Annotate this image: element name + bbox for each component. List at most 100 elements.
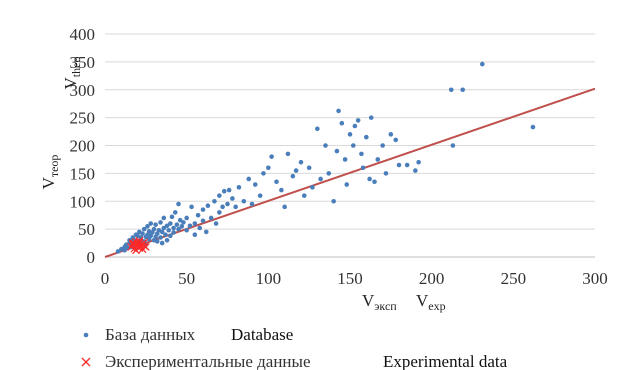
x-tick-label: 250 [501, 269, 527, 288]
legend-label-database-en: Database [231, 325, 293, 344]
database-point [326, 171, 332, 176]
database-point [450, 143, 456, 148]
database-point [352, 123, 358, 129]
database-point [241, 198, 247, 204]
x-tick-label: 200 [419, 269, 445, 288]
legend-marker-experimental [81, 357, 91, 367]
database-point [257, 193, 263, 198]
database-point [197, 225, 203, 231]
database-point [184, 215, 189, 221]
database-point [269, 154, 274, 159]
database-point [189, 204, 194, 210]
experimental-point [141, 243, 150, 251]
database-point [355, 118, 361, 123]
database-point [261, 171, 266, 176]
database-point [480, 61, 485, 67]
x-tick-label: 0 [101, 269, 110, 288]
database-point [203, 229, 209, 235]
database-point [334, 148, 340, 154]
x-axis-label-ru: Vэксп [362, 291, 397, 313]
database-point [274, 179, 279, 185]
database-point [279, 187, 284, 193]
database-point [217, 193, 222, 198]
database-point [115, 249, 121, 254]
y-tick-label: 400 [70, 25, 96, 44]
database-point [154, 239, 160, 244]
trendline-line [104, 87, 596, 258]
y-tick-label: 100 [70, 192, 96, 211]
database-point [164, 223, 170, 229]
y-tick-label: 150 [70, 164, 96, 183]
database-point [249, 201, 255, 207]
y-tick-label: 0 [87, 248, 96, 267]
database-point [217, 210, 222, 215]
legend-label-database-ru: База данных [105, 325, 196, 344]
database-point [176, 201, 181, 207]
database-point [318, 176, 323, 182]
database-point [380, 143, 385, 148]
database-point [168, 221, 173, 226]
database-point [413, 168, 418, 173]
database-point [145, 224, 150, 229]
database-point [301, 193, 307, 198]
database-point [220, 204, 225, 210]
y-tick-labels: 0 50 100 150 200 250 300 350 400 [70, 25, 96, 267]
database-point [166, 227, 171, 233]
database-point [266, 165, 271, 171]
database-point [192, 232, 198, 237]
database-point [323, 143, 328, 148]
database-point [177, 217, 183, 223]
experimental-point [135, 236, 144, 245]
database-point [388, 132, 394, 137]
database-point [168, 233, 173, 239]
database-point [360, 165, 366, 171]
database-point [383, 171, 389, 176]
x-tick-label: 300 [582, 269, 608, 288]
database-point [315, 126, 320, 132]
database-point [208, 215, 214, 221]
database-point [171, 225, 176, 231]
experimental-point [132, 246, 140, 255]
database-point [344, 182, 350, 187]
experimental-point [128, 239, 137, 247]
database-point [359, 151, 364, 157]
database-point [176, 226, 181, 232]
database-point [140, 231, 145, 236]
y-axis-label-ru: Vтеор [39, 155, 61, 190]
database-point [159, 240, 165, 246]
database-point [171, 230, 176, 235]
database-point [246, 176, 252, 182]
y-tick-label: 300 [70, 81, 96, 100]
database-point [367, 176, 372, 182]
database-point [163, 232, 168, 237]
database-point [181, 220, 186, 225]
database-point [372, 179, 377, 185]
legend-marker-database [83, 332, 89, 338]
database-point [285, 151, 291, 157]
database-point [310, 185, 315, 190]
grid-lines [105, 33, 595, 230]
y-tick-label: 50 [78, 220, 95, 239]
database-point [282, 204, 287, 210]
database-point [212, 198, 217, 204]
x-tick-labels: 0 50 100 150 200 250 300 [101, 269, 608, 288]
experimental-point [140, 238, 149, 247]
database-point [460, 87, 466, 93]
database-point [230, 196, 235, 201]
database-point [158, 235, 163, 240]
database-point [221, 188, 227, 194]
x-tick-label: 50 [178, 269, 195, 288]
database-point [225, 201, 230, 207]
database-point [151, 226, 157, 232]
database-point [233, 204, 238, 210]
database-point [404, 162, 410, 168]
y-tick-label: 200 [70, 137, 96, 156]
database-point [174, 222, 180, 227]
x-axis-label-en: Vexp [416, 291, 446, 313]
database-point [252, 182, 258, 187]
y-tick-label: 350 [70, 53, 96, 72]
database-point [339, 120, 345, 126]
legend: База данных Database Экспериментальные д… [81, 325, 508, 370]
